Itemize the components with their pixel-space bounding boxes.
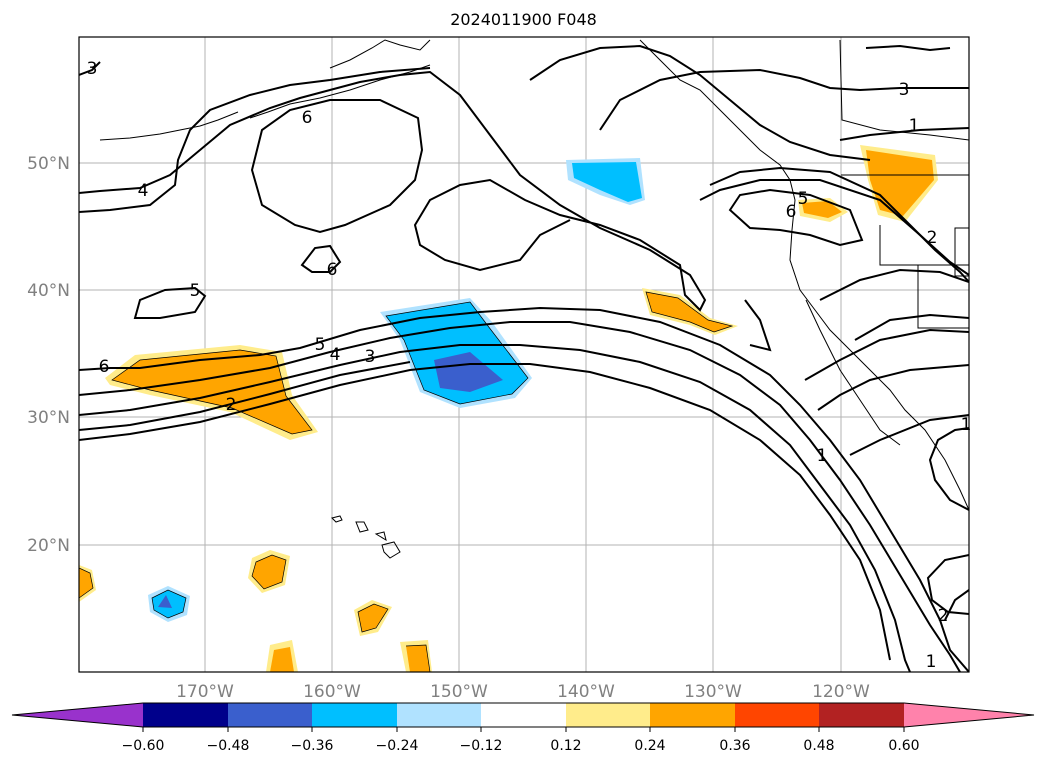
lat-label: 50°N <box>27 154 70 174</box>
colorbar-segment <box>566 703 650 727</box>
colorbar-tick-label: −0.60 <box>122 738 165 754</box>
colorbar-tick-label: −0.24 <box>376 738 419 754</box>
contour-label: 6 <box>99 357 110 377</box>
colorbar-extend-high <box>904 703 1034 727</box>
contour-label: 1 <box>817 446 828 466</box>
contour-label: 2 <box>938 606 949 626</box>
lat-label: 30°N <box>27 408 70 428</box>
shading-outlines <box>79 291 734 672</box>
contour-label: 3 <box>899 80 910 100</box>
colorbar-tick-label: −0.12 <box>460 738 503 754</box>
lon-label: 170°W <box>176 682 234 702</box>
colorbar-segment <box>481 703 566 727</box>
contour-label: 6 <box>786 202 797 222</box>
colorbar-segment <box>228 703 312 727</box>
lat-label: 40°N <box>27 281 70 301</box>
contour-label: 4 <box>138 181 149 201</box>
colorbar-segment <box>312 703 397 727</box>
colorbar-segment <box>819 703 904 727</box>
contour-label: 6 <box>327 260 338 280</box>
map-frame <box>78 36 970 673</box>
lon-label: 120°W <box>812 682 870 702</box>
gridlines <box>79 37 969 672</box>
colorbar-tick-label: 0.24 <box>634 738 665 754</box>
contour-label: 6 <box>302 108 313 128</box>
contour-label: 1 <box>909 116 920 136</box>
contour-labels: 6 4 6 5 6 5 4 3 2 3 1 6 5 1 2 1 3 2 1 <box>87 59 972 672</box>
colorbar-extend-low <box>12 703 143 727</box>
colorbar-tick-label: 0.36 <box>719 738 750 754</box>
colorbar-tick-label: 0.12 <box>550 738 581 754</box>
colorbar-segment <box>735 703 819 727</box>
colorbar-segment <box>143 703 228 727</box>
contour-label: 2 <box>927 228 938 248</box>
contour-label: 5 <box>798 189 809 209</box>
contour-label: 2 <box>226 395 237 415</box>
colorbar-segment <box>650 703 735 727</box>
coastlines <box>99 39 969 559</box>
contour-label: 5 <box>190 281 201 301</box>
colorbar-segment <box>397 703 481 727</box>
longitude-labels: 170°W 160°W 150°W 140°W 130°W 120°W <box>176 682 870 702</box>
contour-lines <box>79 44 969 672</box>
contour-label: 1 <box>961 415 972 435</box>
lon-label: 160°W <box>303 682 361 702</box>
colorbar-tick-label: −0.36 <box>291 738 334 754</box>
map-title: 2024011900 F048 <box>450 10 597 29</box>
latitude-labels: 50°N 40°N 30°N 20°N <box>27 154 70 556</box>
lon-label: 150°W <box>430 682 488 702</box>
contour-label: 5 <box>315 335 326 355</box>
lat-label: 20°N <box>27 536 70 556</box>
colorbar-tick-label: 0.48 <box>803 738 834 754</box>
contour-label: 1 <box>926 652 937 672</box>
contour-label: 4 <box>330 345 341 365</box>
lon-label: 130°W <box>684 682 742 702</box>
shaded-regions <box>79 145 938 672</box>
colorbar: −0.60 −0.48 −0.36 −0.24 −0.12 0.12 0.24 … <box>11 702 1035 754</box>
lon-label: 140°W <box>557 682 615 702</box>
contour-label: 3 <box>365 347 376 367</box>
colorbar-tick-label: −0.48 <box>207 738 250 754</box>
colorbar-tick-label: 0.60 <box>888 738 919 754</box>
contour-label: 3 <box>87 59 98 79</box>
